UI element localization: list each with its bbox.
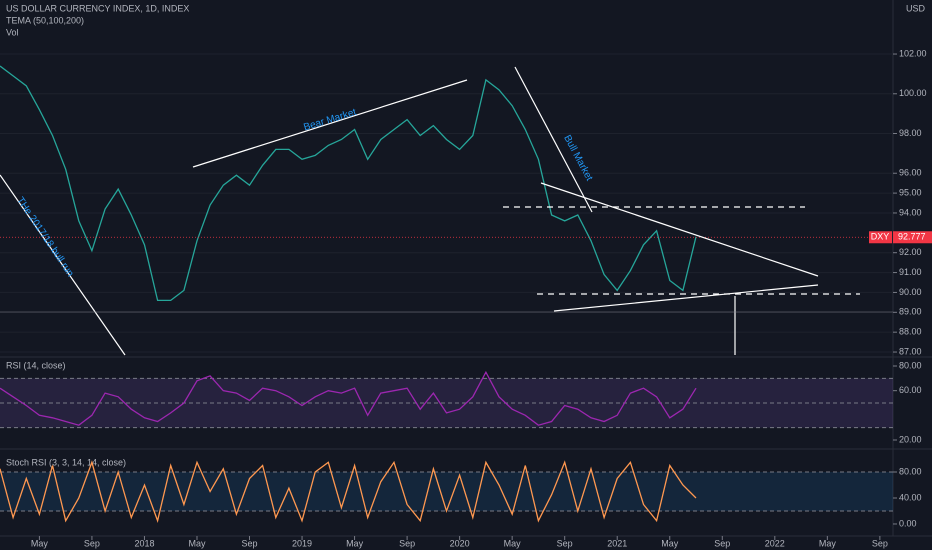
y-tick-label: 96.00 [899, 168, 922, 178]
y-tick-label: 40.00 [899, 492, 922, 502]
y-tick-label: 98.00 [899, 128, 922, 138]
x-tick-label: Sep [399, 538, 415, 548]
x-tick-label: Sep [557, 538, 573, 548]
y-tick-label: 87.00 [899, 346, 922, 356]
x-tick-label: 2020 [450, 538, 470, 548]
x-tick-label: Sep [242, 538, 258, 548]
x-tick-label: 2021 [607, 538, 627, 548]
y-tick-label: 80.00 [899, 466, 922, 476]
y-tick-label: 102.00 [899, 48, 927, 58]
trend-line [514, 66, 593, 213]
x-tick-label: May [819, 538, 837, 548]
y-tick-label: 90.00 [899, 287, 922, 297]
x-tick-label: Sep [714, 538, 730, 548]
x-tick-label: May [188, 538, 206, 548]
x-tick-label: May [346, 538, 364, 548]
y-tick-label: 89.00 [899, 307, 922, 317]
x-tick-label: Sep [872, 538, 888, 548]
y-tick-label: 91.00 [899, 267, 922, 277]
y-tick-label: 100.00 [899, 88, 927, 98]
chart-title: US DOLLAR CURRENCY INDEX, 1D, INDEX [6, 3, 189, 13]
currency-label: USD [906, 3, 926, 13]
x-tick-label: 2022 [765, 538, 785, 548]
x-tick-label: May [661, 538, 679, 548]
last-price-label: 92.777 [898, 232, 926, 242]
y-tick-label: 92.00 [899, 247, 922, 257]
y-tick-label: 94.00 [899, 207, 922, 217]
data-line [0, 370, 697, 426]
y-tick-label: 0.00 [899, 518, 917, 528]
band-fill [0, 472, 893, 511]
last-price-box [893, 231, 932, 244]
x-tick-label: Sep [84, 538, 100, 548]
y-tick-label: 95.00 [899, 187, 922, 197]
y-tick-label: 20.00 [899, 434, 922, 444]
data-line [0, 460, 697, 523]
symbol-box [869, 231, 892, 244]
volume-label: Vol [6, 27, 19, 37]
x-tick-label: May [31, 538, 49, 548]
indicator-label: TEMA (50,100,200) [6, 15, 84, 25]
x-tick-label: May [504, 538, 522, 548]
pane-title: RSI (14, close) [6, 360, 66, 370]
pane-title: Stoch RSI (3, 3, 14, 14, close) [6, 457, 126, 467]
trend-line [0, 174, 126, 356]
triangle-upper [540, 182, 819, 277]
x-tick-label: 2018 [134, 538, 154, 548]
x-tick-label: 2019 [292, 538, 312, 548]
triangle-lower [553, 284, 819, 312]
y-tick-label: 88.00 [899, 327, 922, 337]
symbol-label: DXY [871, 232, 890, 242]
data-line [0, 65, 697, 302]
y-tick-label: 80.00 [899, 360, 922, 370]
y-tick-label: 60.00 [899, 385, 922, 395]
trend-line [192, 79, 468, 168]
